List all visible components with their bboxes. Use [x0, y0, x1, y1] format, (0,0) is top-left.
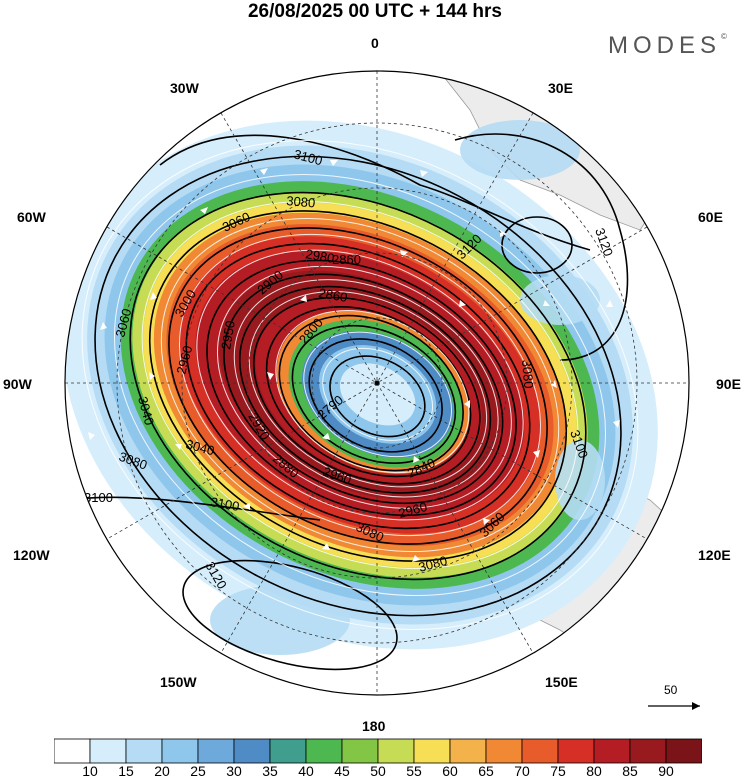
- modes-logo: MODES©: [608, 32, 727, 59]
- lon-label-60e: 60E: [698, 209, 723, 225]
- colorbar-tick-label: 10: [82, 763, 98, 779]
- map-boundary: [64, 70, 690, 696]
- colorbar-swatch: [305, 738, 343, 764]
- colorbar-tick-label: 75: [550, 763, 566, 779]
- reference-vector-arrow: [648, 702, 700, 710]
- lon-label-150w: 150W: [160, 674, 197, 690]
- contour-label: 3040: [135, 395, 157, 427]
- contour-label: 3080: [286, 193, 316, 210]
- colorbar-tick-label: 15: [118, 763, 134, 779]
- colorbar-swatch: [665, 738, 702, 764]
- colorbar-tick-label: 65: [478, 763, 494, 779]
- colorbar-labels: 10 15 20 25 30 35 40 45 50 55 60 65 70 75 80 85 90: [0, 763, 750, 781]
- colorbar-tick-label: 60: [442, 763, 458, 779]
- colorbar-swatch: [449, 738, 487, 764]
- colorbar-tick-label: 25: [190, 763, 206, 779]
- colorbar-swatch: [54, 738, 91, 764]
- lon-label-90e: 90E: [716, 376, 741, 392]
- graticule: [65, 71, 689, 695]
- colorbar-tick-label: 80: [586, 763, 602, 779]
- reference-vector-label: 50: [664, 683, 678, 697]
- contour-label: 3080: [417, 553, 449, 575]
- lon-label-30e: 30E: [548, 80, 573, 96]
- colorbar-swatch: [89, 738, 127, 764]
- colorbar-tick-label: 40: [298, 763, 314, 779]
- lon-label-150e: 150E: [545, 674, 578, 690]
- contour-label: 3100: [84, 490, 113, 505]
- streamline-arrowheads: [88, 160, 620, 562]
- colorbar-tick-label: 55: [406, 763, 422, 779]
- wind-speed-field: [65, 120, 658, 650]
- colorbar-tick-label: 20: [154, 763, 170, 779]
- colorbar-tick-label: 50: [370, 763, 386, 779]
- south-pole-marker: [374, 380, 380, 386]
- colorbar-swatch: [521, 738, 559, 764]
- contour-label: 3100: [209, 494, 240, 514]
- colorbar-swatch: [377, 738, 415, 764]
- contour-label: 2950: [218, 319, 238, 350]
- wind-streamlines: [81, 140, 639, 630]
- lon-label-120w: 120W: [13, 547, 50, 563]
- colorbar-tick-label: 90: [658, 763, 674, 779]
- contour-label: 2860: [332, 252, 361, 267]
- colorbar-tick-label: 35: [262, 763, 278, 779]
- contour-label: 2960: [397, 499, 429, 521]
- colorbar-swatch: [125, 738, 163, 764]
- contour-label: 2980: [304, 246, 335, 266]
- colorbar-swatch: [233, 738, 271, 764]
- colorbar-swatch: [197, 738, 235, 764]
- contour-label: 3060: [112, 307, 134, 339]
- contour-label: 2860: [317, 285, 348, 305]
- lon-label-90w: 90W: [3, 376, 32, 392]
- colorbar-swatch: [557, 738, 595, 764]
- contour-label: 3080: [519, 359, 536, 389]
- colorbar-tick-label: 85: [622, 763, 638, 779]
- lon-label-180: 180: [362, 718, 386, 734]
- colorbar-swatch: [629, 738, 667, 764]
- colorbar-swatch: [161, 738, 199, 764]
- lon-label-0: 0: [371, 35, 379, 51]
- colorbar-tick-label: 70: [514, 763, 530, 779]
- map-title: 26/08/2025 00 UTC + 144 hrs: [247, 1, 503, 22]
- contour-label: 3040: [184, 436, 216, 458]
- colorbar: [54, 738, 702, 764]
- lon-label-30w: 30W: [170, 80, 199, 96]
- colorbar-swatch: [485, 738, 523, 764]
- contour-label: 2960: [173, 344, 195, 376]
- colorbar-swatch: [593, 738, 631, 764]
- wind-speed-patches: [210, 120, 605, 655]
- colorbar-tick-label: 30: [226, 763, 242, 779]
- contour-label: 3100: [292, 146, 324, 168]
- colorbar-swatch: [341, 738, 379, 764]
- lon-label-60w: 60W: [17, 209, 46, 225]
- colorbar-swatch: [269, 738, 307, 764]
- colorbar-swatch: [413, 738, 451, 764]
- lon-label-120e: 120E: [698, 547, 731, 563]
- colorbar-tick-label: 45: [334, 763, 350, 779]
